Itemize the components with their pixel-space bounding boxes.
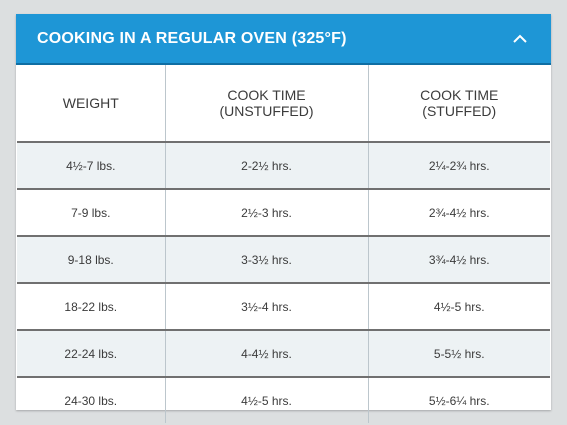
table-row: 22-24 lbs. 4-4½ hrs. 5-5½ hrs.	[17, 330, 550, 378]
weight-cell: 4½-7 lbs.	[17, 142, 166, 190]
table-row: 4½-7 lbs. 2-2½ hrs. 2¼-2¾ hrs.	[17, 142, 550, 190]
stuffed-time-cell: 5½-6¼ hrs.	[428, 393, 490, 408]
weight-cell: 7-9 lbs.	[17, 189, 166, 237]
column-header-weight: WEIGHT	[17, 65, 166, 143]
column-header-subline: (UNSTUFFED)	[219, 103, 314, 119]
unstuffed-time-cell: 2½-3 hrs.	[165, 189, 369, 237]
table-header-row: WEIGHT COOK TIME (UNSTUFFED) COOK TIME (…	[17, 65, 550, 143]
unstuffed-time-cell: 4½-5 hrs.	[165, 377, 369, 423]
weight-cell: 24-30 lbs.	[17, 377, 166, 423]
chevron-up-icon[interactable]	[511, 30, 529, 48]
stuffed-time-cell: 4½-5 hrs.	[368, 283, 550, 331]
weight-cell: 18-22 lbs.	[17, 283, 166, 331]
column-header-unstuffed: COOK TIME (UNSTUFFED)	[165, 65, 369, 143]
accordion-header[interactable]: COOKING IN A REGULAR OVEN (325°F)	[16, 14, 551, 65]
column-header-line: COOK TIME	[420, 87, 499, 103]
unstuffed-time-cell: 3½-4 hrs.	[165, 283, 369, 331]
oven-cooking-panel: COOKING IN A REGULAR OVEN (325°F) WEIGHT…	[16, 14, 551, 423]
column-header-line: COOK TIME	[227, 87, 306, 103]
weight-cell: 22-24 lbs.	[17, 330, 166, 378]
weight-cell: 9-18 lbs.	[17, 236, 166, 284]
table-row: 24-30 lbs. 4½-5 hrs. 5½-6¼ hrs.	[17, 377, 550, 423]
unstuffed-time-cell: 3-3½ hrs.	[165, 236, 369, 284]
cook-time-table: WEIGHT COOK TIME (UNSTUFFED) COOK TIME (…	[17, 65, 550, 423]
table-row: 7-9 lbs. 2½-3 hrs. 2¾-4½ hrs.	[17, 189, 550, 237]
column-header-stuffed: COOK TIME (STUFFED)	[368, 65, 550, 143]
column-header-subline: (STUFFED)	[422, 103, 497, 119]
panel-title: COOKING IN A REGULAR OVEN (325°F)	[37, 30, 347, 47]
unstuffed-time-cell: 2-2½ hrs.	[165, 142, 369, 190]
stuffed-time-cell: 3¾-4½ hrs.	[368, 236, 550, 284]
column-header-line: WEIGHT	[62, 95, 119, 111]
table-row: 9-18 lbs. 3-3½ hrs. 3¾-4½ hrs.	[17, 236, 550, 284]
stuffed-time-cell: 5-5½ hrs.	[368, 330, 550, 378]
stuffed-time-cell: 2¾-4½ hrs.	[368, 189, 550, 237]
stuffed-time-cell: 2¼-2¾ hrs.	[368, 142, 550, 190]
unstuffed-time-cell: 4-4½ hrs.	[165, 330, 369, 378]
table-row: 18-22 lbs. 3½-4 hrs. 4½-5 hrs.	[17, 283, 550, 331]
